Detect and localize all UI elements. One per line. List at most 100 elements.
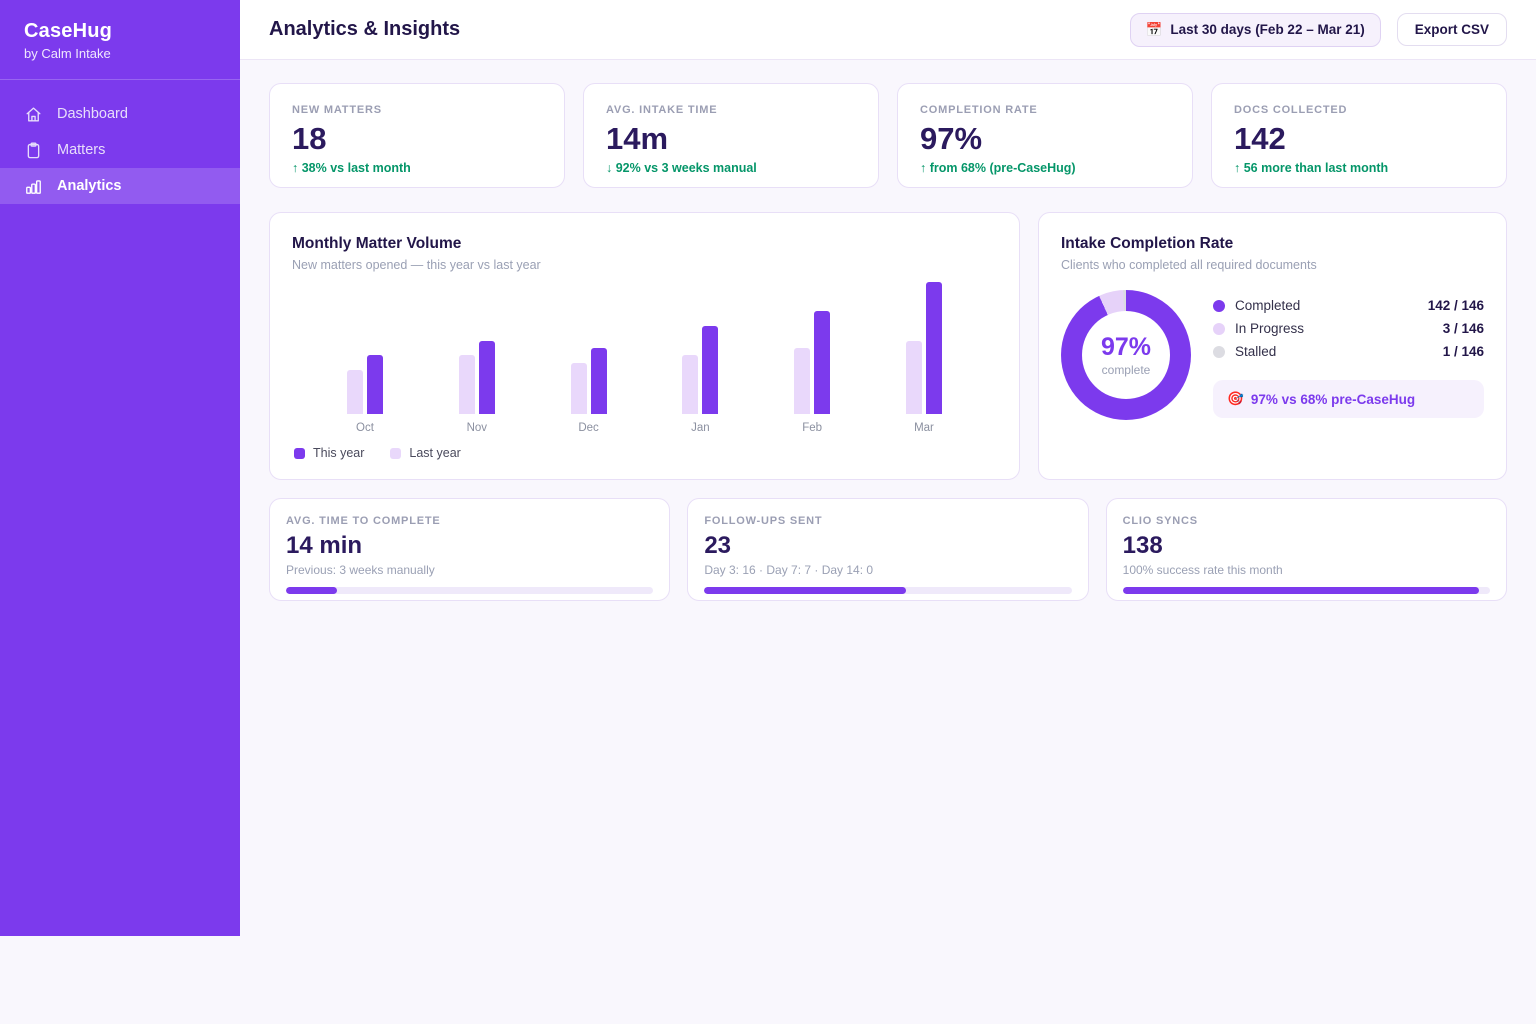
kpi-value: 18: [292, 121, 327, 156]
mini-card-caption: Day 3: 16 · Day 7: 7 · Day 14: 0: [704, 563, 874, 577]
bar-last-year: [347, 370, 363, 414]
kpi-value: 97%: [920, 121, 983, 156]
bar-group: Mar: [869, 282, 979, 434]
clipboard-icon: [24, 141, 43, 160]
donut-row-stalled: Stalled 1 / 146: [1213, 340, 1484, 363]
bar-group: Feb: [757, 282, 867, 434]
kpi-value: 14m: [606, 121, 669, 156]
legend-label: Last year: [409, 446, 461, 460]
sidebar-item-dashboard[interactable]: Dashboard: [0, 96, 240, 132]
export-csv-button[interactable]: Export CSV: [1396, 13, 1507, 46]
kpi-value: 142: [1234, 121, 1286, 156]
bar-this-year: [478, 341, 495, 414]
donut-center: 97% complete: [1082, 311, 1170, 399]
bar-category-label: Jan: [691, 422, 710, 434]
donut-row-value: 3 / 146: [1442, 321, 1484, 336]
kpi-label: COMPLETION RATE: [920, 104, 1038, 116]
in-progress-dot: [1213, 322, 1225, 335]
donut-row-value: 1 / 146: [1442, 344, 1484, 359]
mini-card-label: AVG. TIME TO COMPLETE: [286, 515, 441, 527]
completed-dot: [1213, 299, 1225, 312]
sidebar-item-label: Dashboard: [57, 106, 128, 122]
kpi-card-avg-intake-time: AVG. INTAKE TIME 14m ↓ 92% vs 3 weeks ma…: [583, 83, 879, 188]
donut-row-label: Stalled: [1235, 344, 1277, 359]
bar-group: Jan: [645, 282, 755, 434]
donut-legend: Completed 142 / 146 In Progress 3 / 146 …: [1213, 290, 1484, 418]
sidebar-item-analytics[interactable]: Analytics: [0, 168, 240, 204]
donut-caption: complete: [1101, 363, 1151, 377]
kpi-label: DOCS COLLECTED: [1234, 104, 1348, 116]
topbar: Analytics & Insights 📅 Last 30 days (Feb…: [240, 0, 1536, 60]
bar-category-label: Feb: [802, 422, 823, 434]
donut-row-completed: Completed 142 / 146: [1213, 294, 1484, 317]
kpi-delta: ↑ 56 more than last month: [1234, 161, 1389, 175]
home-icon: [24, 105, 43, 124]
follow-ups-sent-card: FOLLOW-UPS SENT 23 Day 3: 16 · Day 7: 7 …: [687, 498, 1089, 601]
charts-row: Monthly Matter Volume New matters opened…: [269, 212, 1507, 480]
progress-fill: [704, 587, 907, 594]
completion-donut-chart: 97% complete: [1061, 290, 1191, 420]
bar-chart-legend: This year Last year: [292, 446, 997, 460]
sidebar-item-label: Analytics: [57, 178, 122, 194]
bar-last-year: [570, 363, 587, 414]
content: NEW MATTERS 18 ↑ 38% vs last month AVG. …: [240, 60, 1536, 624]
kpi-delta: ↑ 38% vs last month: [292, 161, 411, 175]
kpi-delta: ↑ from 68% (pre-CaseHug): [920, 161, 1076, 175]
bar-group: Oct: [310, 282, 420, 434]
bar-this-year: [367, 355, 383, 414]
sidebar-item-matters[interactable]: Matters: [0, 132, 240, 168]
bottom-row: AVG. TIME TO COMPLETE 14 min Previous: 3…: [269, 498, 1507, 601]
date-range-label: Last 30 days (Feb 22 – Mar 21): [1170, 22, 1365, 37]
mini-card-caption: 100% success rate this month: [1122, 563, 1283, 577]
stalled-dot: [1213, 345, 1225, 358]
comparison-badge: 🎯 97% vs 68% pre-CaseHug: [1213, 380, 1484, 418]
bar-this-year: [590, 348, 607, 414]
panel-title: Intake Completion Rate: [1061, 235, 1234, 252]
logo-subtitle: by Calm Intake: [24, 46, 111, 61]
panel-subtitle: Clients who completed all required docum…: [1061, 258, 1317, 272]
topbar-actions: 📅 Last 30 days (Feb 22 – Mar 21) Export …: [1129, 12, 1507, 47]
bar-this-year: [814, 311, 831, 414]
bar-category-label: Oct: [356, 422, 374, 434]
donut-row-label: Completed: [1235, 298, 1301, 313]
mini-card-value: 23: [704, 532, 732, 559]
mini-card-value: 14 min: [286, 532, 363, 559]
progress-fill: [1122, 587, 1479, 594]
kpi-card-docs-collected: DOCS COLLECTED 142 ↑ 56 more than last m…: [1211, 83, 1507, 188]
calendar-icon: 📅: [1145, 21, 1163, 37]
progress-track: [704, 587, 1072, 594]
donut-body: 97% complete Completed 142 / 146 In Prog: [1061, 290, 1484, 420]
monthly-matter-volume-panel: Monthly Matter Volume New matters opened…: [269, 212, 1020, 480]
sidebar-item-label: Matters: [57, 142, 106, 158]
bar-category-label: Nov: [466, 422, 488, 434]
kpi-card-completion-rate: COMPLETION RATE 97% ↑ from 68% (pre-Case…: [897, 83, 1193, 188]
date-range-button[interactable]: 📅 Last 30 days (Feb 22 – Mar 21): [1129, 12, 1381, 47]
donut-row-label: In Progress: [1235, 321, 1305, 336]
bar-last-year: [794, 348, 811, 414]
this-year-swatch: [294, 447, 305, 459]
logo: CaseHug by Calm Intake: [0, 0, 240, 79]
panel-title: Monthly Matter Volume: [292, 235, 462, 252]
main-area: Analytics & Insights 📅 Last 30 days (Feb…: [240, 0, 1536, 1024]
mini-card-label: FOLLOW-UPS SENT: [704, 515, 823, 527]
progress-track: [1122, 587, 1490, 594]
progress-track: [286, 587, 654, 594]
mini-card-caption: Previous: 3 weeks manually: [286, 563, 435, 577]
bar-group: Nov: [422, 282, 532, 434]
bar-this-year: [925, 282, 942, 414]
donut-row-value: 142 / 146: [1427, 298, 1484, 313]
bar-group: Dec: [534, 282, 644, 434]
bar-chart-icon: [24, 177, 43, 196]
bar-category-label: Dec: [578, 422, 599, 434]
last-year-swatch: [390, 447, 402, 459]
bar-last-year: [458, 355, 475, 414]
mini-card-label: CLIO SYNCS: [1122, 515, 1198, 527]
avg-time-to-complete-card: AVG. TIME TO COMPLETE 14 min Previous: 3…: [269, 498, 671, 601]
kpi-label: NEW MATTERS: [292, 104, 382, 116]
sidebar-nav: Dashboard Matters Analytics: [0, 96, 240, 204]
bar-last-year: [682, 355, 699, 414]
logo-title: CaseHug: [24, 20, 113, 42]
target-icon: 🎯: [1227, 391, 1244, 406]
progress-fill: [286, 587, 338, 594]
kpi-delta: ↓ 92% vs 3 weeks manual: [606, 161, 757, 175]
